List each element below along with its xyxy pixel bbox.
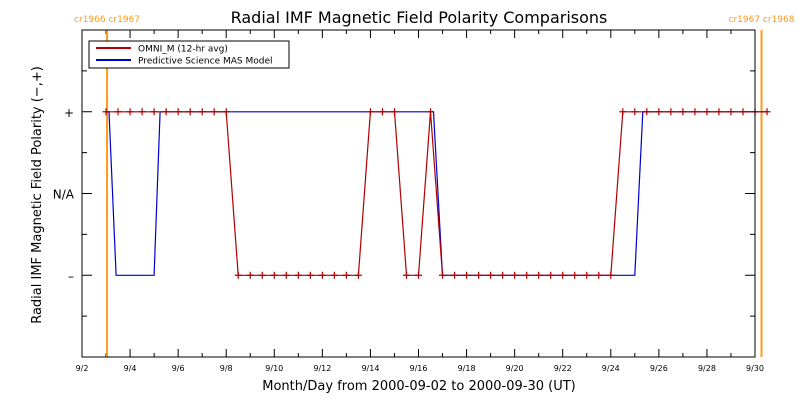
x-tick-label: 9/2 [76,364,89,373]
x-tick-label: 9/18 [458,364,476,373]
x-tick-label: 9/14 [361,364,379,373]
x-tick-label: 9/8 [220,364,233,373]
x-tick-label: 9/12 [313,364,331,373]
x-tick-label: 9/16 [410,364,428,373]
x-tick-label: 9/26 [650,364,668,373]
y-tick-label: + [64,106,74,120]
x-tick-label: 9/6 [172,364,185,373]
x-tick-label: 9/24 [602,364,620,373]
y-tick-label: – [68,269,74,283]
legend-label: Predictive Science MAS Model [138,57,273,67]
x-axis-label: Month/Day from 2000-09-02 to 2000-09-30 … [262,379,575,394]
y-tick-label: N/A [53,188,75,202]
x-tick-label: 9/10 [265,364,283,373]
x-tick-label: 9/20 [506,364,524,373]
chart-title: Radial IMF Magnetic Field Polarity Compa… [231,8,608,27]
polarity-chart: Radial IMF Magnetic Field Polarity Compa… [0,0,800,400]
rotation-marker-label: cr1966 cr1967 [74,15,140,25]
x-tick-label: 9/30 [746,364,764,373]
x-tick-label: 9/28 [698,364,716,373]
rotation-marker-label: cr1967 cr1968 [729,15,795,25]
x-tick-label: 9/22 [554,364,572,373]
legend-label: OMNI_M (12-hr avg) [138,45,228,55]
legend: OMNI_M (12-hr avg) Predictive Science MAS… [89,41,289,68]
y-axis-label: Radial IMF Magnetic Field Polarity (−,+) [30,66,45,324]
x-tick-label: 9/4 [124,364,137,373]
